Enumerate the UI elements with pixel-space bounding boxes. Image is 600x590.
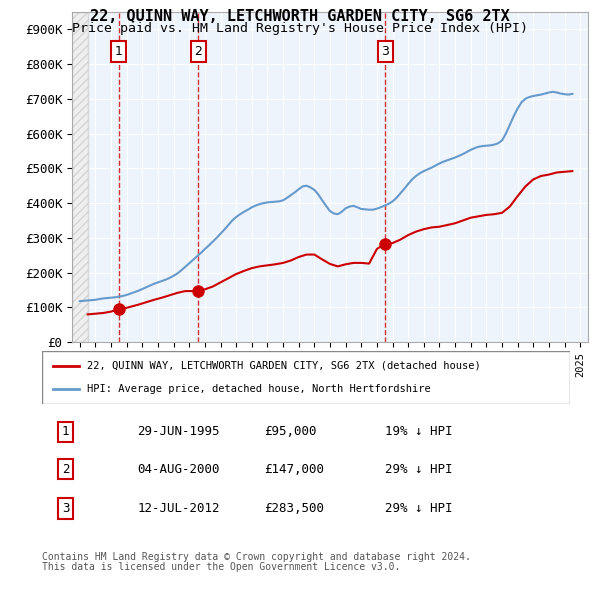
Text: 29% ↓ HPI: 29% ↓ HPI: [385, 463, 453, 476]
Text: 2: 2: [62, 463, 70, 476]
Bar: [72, 12, 88, 342]
Text: 22, QUINN WAY, LETCHWORTH GARDEN CITY, SG6 2TX (detached house): 22, QUINN WAY, LETCHWORTH GARDEN CITY, S…: [87, 361, 481, 371]
Text: HPI: Average price, detached house, North Hertfordshire: HPI: Average price, detached house, Nort…: [87, 384, 431, 394]
Text: 29% ↓ HPI: 29% ↓ HPI: [385, 502, 453, 515]
Text: £283,500: £283,500: [264, 502, 324, 515]
Text: £147,000: £147,000: [264, 463, 324, 476]
Text: 1: 1: [62, 425, 70, 438]
Text: Price paid vs. HM Land Registry's House Price Index (HPI): Price paid vs. HM Land Registry's House …: [72, 22, 528, 35]
Text: 3: 3: [381, 45, 389, 58]
Text: 3: 3: [62, 502, 70, 515]
Text: 19% ↓ HPI: 19% ↓ HPI: [385, 425, 453, 438]
Text: Contains HM Land Registry data © Crown copyright and database right 2024.: Contains HM Land Registry data © Crown c…: [42, 552, 471, 562]
Text: 29-JUN-1995: 29-JUN-1995: [137, 425, 220, 438]
Text: This data is licensed under the Open Government Licence v3.0.: This data is licensed under the Open Gov…: [42, 562, 400, 572]
Text: 1: 1: [115, 45, 122, 58]
Text: 12-JUL-2012: 12-JUL-2012: [137, 502, 220, 515]
Text: 22, QUINN WAY, LETCHWORTH GARDEN CITY, SG6 2TX: 22, QUINN WAY, LETCHWORTH GARDEN CITY, S…: [90, 9, 510, 24]
Bar: [72, 12, 88, 342]
Text: 2: 2: [194, 45, 202, 58]
Text: 04-AUG-2000: 04-AUG-2000: [137, 463, 220, 476]
Text: £95,000: £95,000: [264, 425, 316, 438]
